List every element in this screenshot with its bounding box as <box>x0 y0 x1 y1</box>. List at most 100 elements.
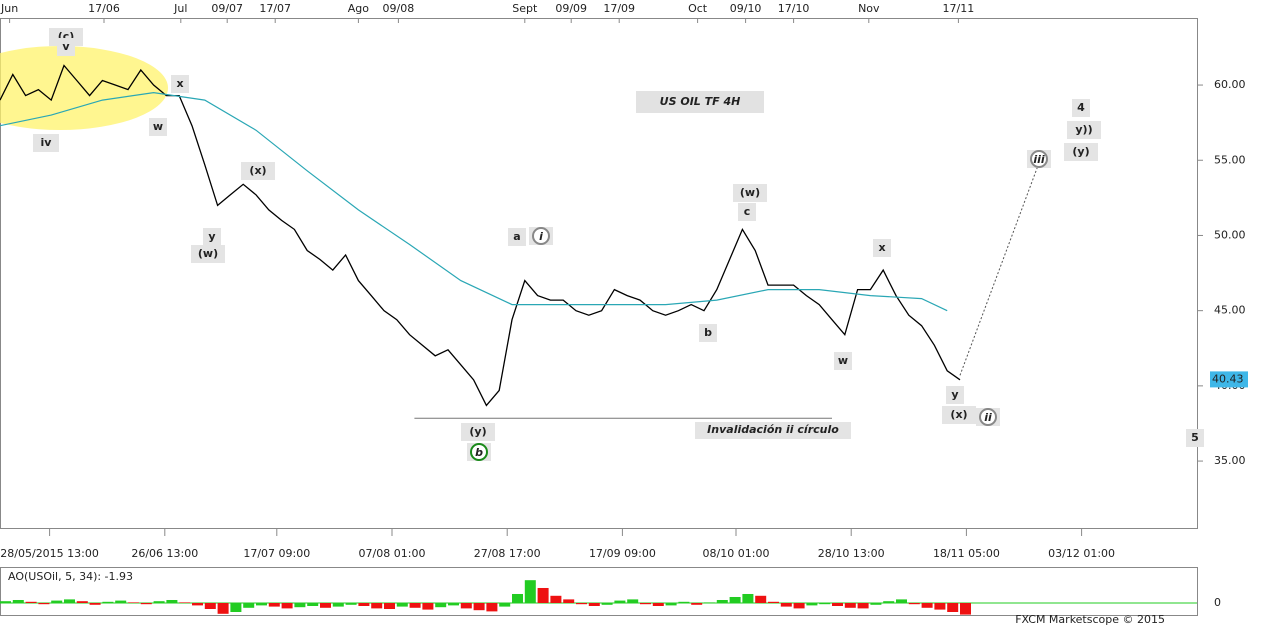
annotation-box <box>699 324 717 342</box>
wave-label: (x) <box>950 408 967 421</box>
x-tick-label: 07/08 01:00 <box>359 547 426 560</box>
ao-bar <box>614 600 626 603</box>
wave-label: x <box>878 241 885 254</box>
ao-bar <box>166 599 178 603</box>
ao-bar <box>896 599 907 603</box>
ao-bar <box>217 602 229 614</box>
ao-bar <box>0 601 11 603</box>
annotation-box <box>191 245 225 263</box>
ao-bar <box>460 602 472 609</box>
annotation-box <box>1186 429 1204 447</box>
annotation-box <box>738 203 756 221</box>
ao-bar <box>320 602 331 608</box>
top-tick-label: Nov <box>858 2 880 15</box>
ao-bar <box>588 602 600 606</box>
ao-bar <box>640 602 651 605</box>
x-tick-label: 08/10 01:00 <box>703 547 770 560</box>
wave-label: i <box>539 230 543 243</box>
annotation-box <box>149 118 167 136</box>
top-tick-label: 09/08 <box>383 2 415 15</box>
ao-bar <box>192 602 203 606</box>
ao-bar <box>563 599 575 603</box>
wave-label: w <box>838 354 848 367</box>
ao-bar <box>243 602 255 608</box>
ao-bar <box>780 602 792 607</box>
top-tick-label: 17/10 <box>778 2 810 15</box>
invalidation-label: Invalidación ii círculo <box>707 423 839 436</box>
y-tick-label: 0 <box>1214 596 1221 609</box>
wave-label: x <box>176 77 183 90</box>
chart-layer: 35.0040.0045.0050.0055.0060.0028/05/2015… <box>0 2 1248 626</box>
ao-bar <box>281 602 293 609</box>
wave-label: b <box>475 446 483 459</box>
ao-bar <box>844 602 856 608</box>
top-tick-label: 17/11 <box>943 2 975 15</box>
top-tick-label: Oct <box>688 2 708 15</box>
wave-label: (y) <box>1072 145 1089 158</box>
ao-bar <box>128 602 139 603</box>
top-tick-label: 17/07 <box>259 2 291 15</box>
annotation-box <box>1067 121 1101 139</box>
ao-bar <box>768 601 779 603</box>
wave-label: v <box>62 40 70 53</box>
ao-bar <box>409 602 421 608</box>
annotation-box <box>1072 99 1090 117</box>
ao-bar <box>806 602 818 606</box>
annotation-box <box>834 352 852 370</box>
ao-bar <box>512 593 523 603</box>
ao-bar <box>51 600 63 603</box>
ao-bar <box>268 602 280 607</box>
ao-bar <box>384 602 395 609</box>
wave-label: iii <box>1033 153 1045 166</box>
ao-bar <box>678 601 690 603</box>
ao-bar <box>857 602 869 609</box>
ao-bar <box>396 602 408 607</box>
last-price-label: 40.43 <box>1212 372 1244 385</box>
ao-bar <box>102 601 114 603</box>
x-tick-label: 28/10 13:00 <box>818 547 885 560</box>
wave-label: y)) <box>1075 123 1092 136</box>
ao-bar <box>691 602 703 605</box>
ao-bar <box>550 595 562 603</box>
ao-bar <box>179 602 191 603</box>
ao-bar <box>422 602 434 610</box>
ao-bar <box>473 602 485 611</box>
ao-bar <box>25 601 37 603</box>
annotation-box <box>203 228 221 246</box>
top-tick-label: Sept <box>512 2 538 15</box>
ao-bar <box>153 601 165 603</box>
ao-bar <box>870 602 882 605</box>
ao-bar <box>947 602 959 612</box>
ao-bar <box>371 602 383 609</box>
price-line <box>0 64 961 407</box>
top-tick-label: Jul <box>173 2 187 15</box>
ao-bar <box>115 600 127 603</box>
top-tick-label: Ago <box>348 2 370 15</box>
ao-bar <box>256 602 267 606</box>
ao-bar <box>230 602 242 612</box>
ao-bar <box>819 602 831 605</box>
annotation-box <box>942 406 976 424</box>
price-line <box>0 91 948 312</box>
ao-bar <box>755 595 767 603</box>
top-tick-label: 17/09 <box>603 2 635 15</box>
ao-bar <box>12 599 24 603</box>
ao-bar <box>358 602 370 606</box>
annotation-box <box>57 38 75 56</box>
ao-bar <box>652 602 664 606</box>
ao-bar <box>140 602 152 605</box>
annotation-circle <box>979 408 997 426</box>
ao-bar <box>486 602 498 612</box>
x-tick-label: 17/09 09:00 <box>589 547 656 560</box>
top-tick-label: Jun <box>0 2 18 15</box>
ao-bar <box>499 602 511 607</box>
ao-bar <box>908 602 920 605</box>
annotation-box <box>733 184 767 202</box>
ao-bar <box>601 602 613 605</box>
x-tick-label: 17/07 09:00 <box>243 547 310 560</box>
ao-bar <box>742 593 754 603</box>
wave-label: (w) <box>740 186 760 199</box>
wave-label: ii <box>984 411 992 424</box>
ao-bar <box>627 599 639 603</box>
